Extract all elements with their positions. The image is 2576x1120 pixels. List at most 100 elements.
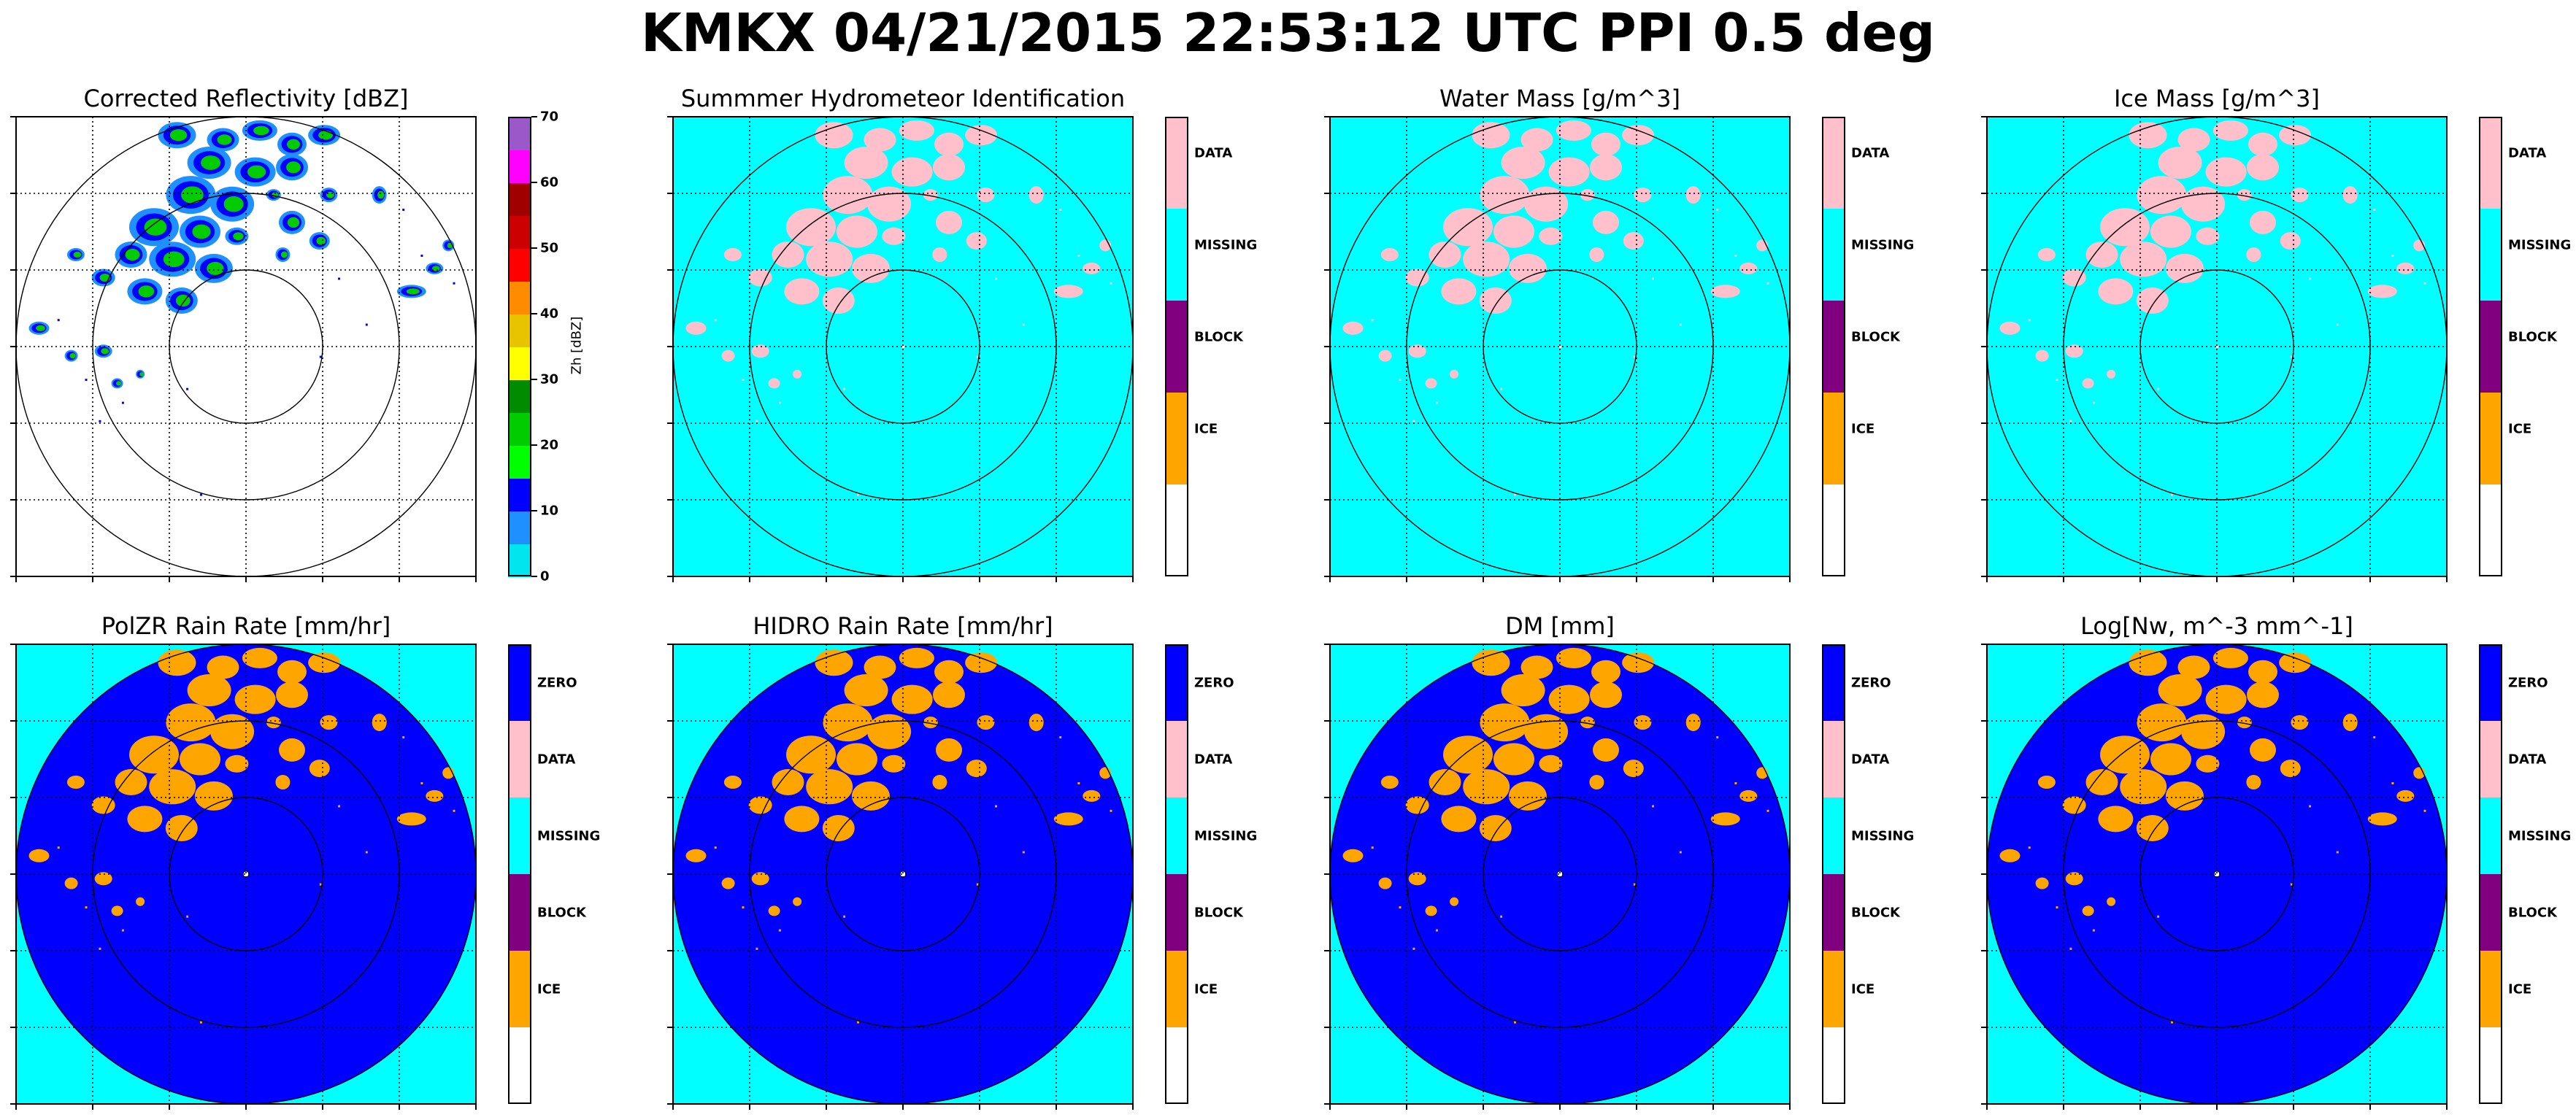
echo-cell <box>2247 681 2279 708</box>
echo-cell <box>2062 796 2086 814</box>
echo-cell <box>136 897 145 906</box>
echo-cell <box>2181 186 2226 222</box>
echo-cell <box>936 738 962 762</box>
echo-cell <box>1472 122 1510 149</box>
echo-speck <box>1500 387 1503 390</box>
echo-cell <box>1508 781 1547 811</box>
echo-cell <box>923 717 938 729</box>
echo-cell <box>163 251 185 268</box>
echo-cell <box>73 251 82 258</box>
colorbar-segment <box>2479 1027 2502 1105</box>
colorbar-tick-label: 50 <box>540 240 559 256</box>
echo-speck <box>319 883 322 886</box>
echo-cell <box>882 754 906 773</box>
colorbar-category-label: DATA <box>537 752 576 767</box>
echo-cell <box>1408 344 1426 358</box>
echo-cell <box>377 190 385 199</box>
echo-speck <box>57 846 60 849</box>
colorbar-category-label: DATA <box>1851 752 1890 767</box>
colorbar-segment <box>508 379 531 413</box>
echo-cell <box>1443 208 1493 247</box>
colorbar-segment <box>508 511 531 544</box>
echo-cell <box>932 775 947 789</box>
echo-cell <box>1378 349 1392 362</box>
colorbar-category-label: ICE <box>1194 981 1218 997</box>
colorbar-category-label: BLOCK <box>1851 329 1901 345</box>
echo-cell <box>723 248 742 261</box>
radar-ppi-plot <box>1981 116 2448 582</box>
colorbar-frame <box>508 117 531 576</box>
colorbar-category-label: MISSING <box>2508 237 2572 253</box>
echo-cell <box>1710 812 1740 826</box>
echo-speck <box>995 277 997 280</box>
echo-cell <box>2158 147 2202 179</box>
echo-cell <box>28 849 50 862</box>
echo-cell <box>2291 188 2309 203</box>
echo-cell <box>287 217 300 228</box>
range-ring <box>749 720 1057 1028</box>
echo-speck <box>778 929 781 932</box>
range-ring <box>1406 193 1714 501</box>
colorbar-segment <box>508 117 531 150</box>
echo-cell <box>2205 157 2247 187</box>
colorbar-segment <box>508 150 531 183</box>
echo-cell <box>2158 674 2202 706</box>
echo-cell <box>1472 649 1510 676</box>
colorbar-category-label: BLOCK <box>2508 905 2558 920</box>
panel-title: DM [mm] <box>1505 612 1615 640</box>
echo-speck <box>1734 255 1737 257</box>
colorbar-segment <box>508 1027 531 1105</box>
colorbar-segment <box>1165 797 1188 875</box>
echo-cell <box>139 372 144 376</box>
panel-title: Water Mass [g/m^3] <box>1439 85 1680 112</box>
echo-cell <box>2085 769 2118 795</box>
echo-cell <box>1480 176 1530 215</box>
echo-speck <box>2336 851 2339 854</box>
echo-speck <box>714 846 717 849</box>
colorbar-segment <box>1165 117 1188 209</box>
echo-cell <box>1378 877 1392 889</box>
echo-cell <box>194 781 233 811</box>
echo-cell <box>2342 714 2358 732</box>
echo-cell <box>2237 717 2252 729</box>
colorbar: DATA MISSING BLOCK ICE <box>1822 117 1914 577</box>
echo-speck <box>1716 736 1719 738</box>
echo-speck <box>2391 782 2394 784</box>
echo-cell <box>2035 349 2049 362</box>
colorbar-category-label: MISSING <box>1851 237 1915 253</box>
echo-speck <box>1652 805 1654 808</box>
echo-cell <box>1053 812 1083 826</box>
echo-cell <box>207 655 239 679</box>
echo-cell <box>233 232 244 241</box>
echo-speck <box>1435 401 1438 404</box>
echo-cell <box>447 242 453 248</box>
range-ring <box>2063 193 2371 501</box>
echo-cell <box>2137 703 2187 742</box>
echo-cell <box>786 208 836 247</box>
echo-speck <box>2309 277 2311 280</box>
echo-speck <box>1371 846 1374 849</box>
echo-cell <box>2181 714 2226 749</box>
echo-cell <box>309 760 330 778</box>
panel-title: Log[Nw, m^-3 mm^-1] <box>2080 612 2353 640</box>
echo-cell <box>2100 208 2150 247</box>
echo-speck <box>2056 906 2058 909</box>
figure-title: KMKX 04/21/2015 22:53:12 UTC PPI 0.5 deg <box>641 2 1935 63</box>
echo-cell <box>2062 269 2086 287</box>
echo-cell <box>99 274 110 282</box>
colorbar-segment <box>508 478 531 511</box>
echo-cell <box>685 321 707 335</box>
colorbar-segment <box>508 281 531 314</box>
echo-cell <box>1083 262 1101 274</box>
echo-cell <box>280 251 288 258</box>
echo-cell <box>1589 247 1604 262</box>
echo-cell <box>864 655 896 679</box>
colorbar-tick-label: 10 <box>540 503 559 519</box>
colorbar-frame <box>2479 117 2502 576</box>
echo-speck <box>1110 282 1112 285</box>
echo-speck <box>857 1021 859 1024</box>
radar-ppi-plot <box>1981 644 2448 1110</box>
echo-cell <box>923 189 938 201</box>
echo-cell <box>253 125 269 136</box>
echo-cell <box>1508 253 1547 283</box>
